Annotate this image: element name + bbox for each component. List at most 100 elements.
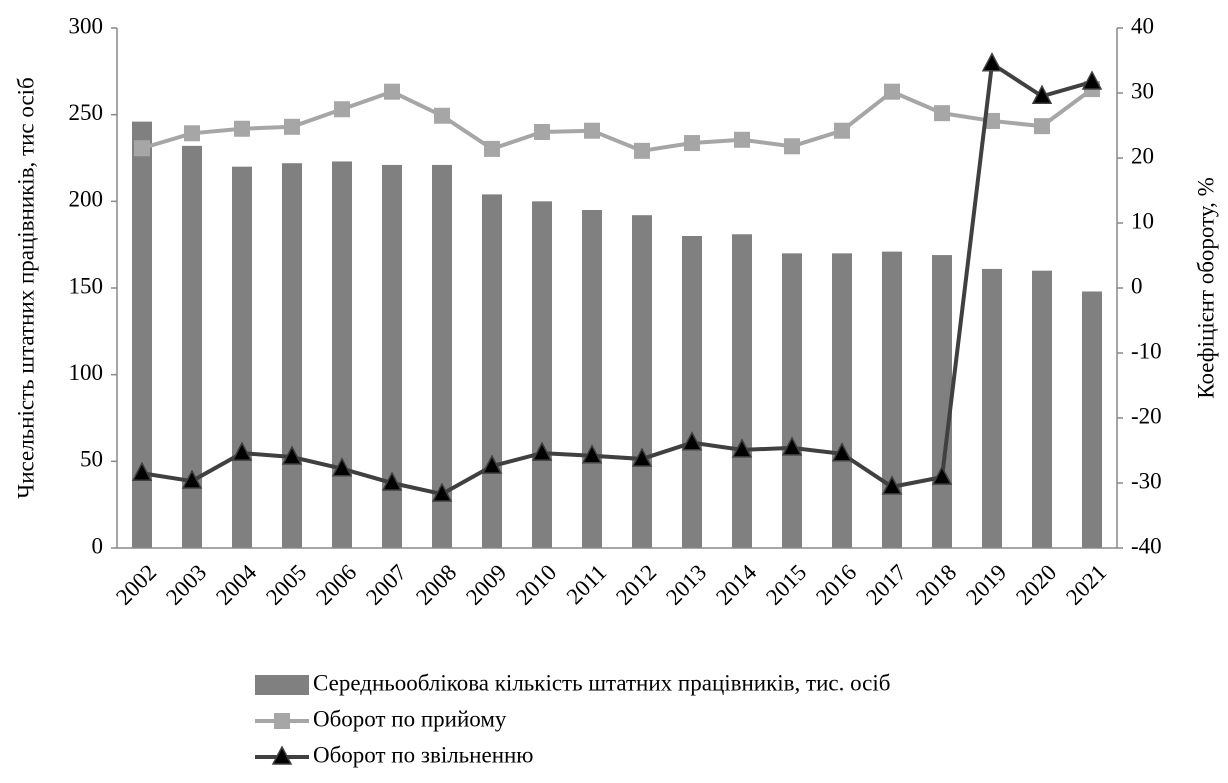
bar xyxy=(182,145,202,548)
y-tick-label: 100 xyxy=(69,360,104,385)
marker xyxy=(284,118,300,135)
marker xyxy=(884,83,900,100)
bar xyxy=(432,164,452,548)
legend-label: Середньооблікова кількість штатних праці… xyxy=(313,670,890,695)
marker xyxy=(981,52,1003,72)
y2-tick-label: 40 xyxy=(1131,13,1154,38)
y2-tick-label: -40 xyxy=(1131,533,1162,558)
marker xyxy=(734,131,750,148)
marker xyxy=(381,471,403,491)
bar xyxy=(382,164,402,548)
x-tick-label: 2019 xyxy=(961,560,1011,610)
marker xyxy=(984,112,1000,129)
x-tick-label: 2010 xyxy=(511,560,561,610)
x-tick-label: 2016 xyxy=(811,560,861,610)
x-tick-label: 2002 xyxy=(111,560,161,610)
marker xyxy=(534,124,550,140)
y2-tick-label: 10 xyxy=(1131,208,1154,233)
bar xyxy=(532,201,552,549)
line xyxy=(141,60,1093,497)
marker xyxy=(184,125,200,142)
marker xyxy=(434,107,450,124)
marker xyxy=(584,122,600,139)
marker xyxy=(781,436,803,456)
y-tick-label: 250 xyxy=(69,100,104,125)
marker xyxy=(231,441,253,461)
legend-label: Оборот по звільненню xyxy=(313,742,534,767)
marker xyxy=(431,482,453,502)
x-tick-label: 2003 xyxy=(161,560,211,610)
marker xyxy=(481,454,503,474)
marker xyxy=(731,438,753,458)
y-tick-label: 300 xyxy=(69,13,104,38)
x-tick-label: 2011 xyxy=(562,560,612,610)
y-tick-label: 0 xyxy=(92,533,104,558)
bar xyxy=(782,253,802,549)
bar xyxy=(932,255,952,549)
x-tick-label: 2012 xyxy=(611,560,661,610)
x-tick-label: 2017 xyxy=(861,560,911,610)
legend-swatch xyxy=(255,675,309,695)
x-tick-label: 2015 xyxy=(761,560,811,610)
y-tick-label: 200 xyxy=(69,187,104,212)
bar xyxy=(982,268,1002,548)
marker xyxy=(684,135,700,152)
marker xyxy=(1031,84,1053,104)
y2-tick-label: -10 xyxy=(1131,338,1162,363)
bar xyxy=(882,251,902,548)
bar xyxy=(632,215,652,548)
bar xyxy=(1032,270,1052,548)
x-tick-label: 2018 xyxy=(911,560,961,610)
x-tick-label: 2009 xyxy=(461,560,511,610)
marker xyxy=(934,105,950,122)
marker xyxy=(484,140,500,157)
marker xyxy=(331,457,353,477)
marker xyxy=(1034,118,1050,135)
bar xyxy=(682,236,702,548)
y-tick-label: 150 xyxy=(69,273,104,298)
marker xyxy=(634,142,650,159)
y2-tick-label: -20 xyxy=(1131,403,1162,428)
marker xyxy=(181,469,203,489)
bar xyxy=(732,234,752,548)
bar xyxy=(582,210,602,548)
x-tick-label: 2006 xyxy=(311,560,361,610)
marker xyxy=(334,101,350,118)
bar xyxy=(282,163,302,548)
marker xyxy=(134,140,150,157)
marker xyxy=(881,475,903,495)
x-tick-label: 2021 xyxy=(1061,560,1111,610)
y2-tick-label: 30 xyxy=(1131,78,1154,103)
bar xyxy=(832,253,852,549)
marker xyxy=(581,444,603,464)
bar xyxy=(232,166,252,548)
legend-label: Оборот по прийому xyxy=(313,706,507,731)
line xyxy=(141,87,1094,153)
bar xyxy=(482,194,502,548)
marker xyxy=(1081,70,1103,90)
marker xyxy=(681,431,703,451)
marker xyxy=(834,122,850,139)
marker xyxy=(831,442,853,462)
y-axis-label: Чисельність штатних працівників, тис осі… xyxy=(13,77,38,499)
legend-marker xyxy=(274,713,290,729)
marker xyxy=(931,465,953,485)
x-tick-label: 2008 xyxy=(411,560,461,610)
x-tick-label: 2020 xyxy=(1011,560,1061,610)
bar xyxy=(1082,291,1102,548)
x-tick-label: 2007 xyxy=(361,560,411,610)
legend-marker xyxy=(271,745,293,765)
marker xyxy=(281,445,303,465)
bar xyxy=(332,161,352,548)
marker xyxy=(131,461,153,481)
x-tick-label: 2004 xyxy=(211,559,262,610)
marker xyxy=(784,138,800,155)
x-tick-label: 2014 xyxy=(711,559,762,610)
bar xyxy=(132,121,152,548)
marker xyxy=(384,83,400,100)
y2-axis-label: Коефіцієнт обороту, % xyxy=(1193,177,1218,398)
marker xyxy=(234,120,250,137)
y2-tick-label: 20 xyxy=(1131,143,1154,168)
marker xyxy=(531,441,553,461)
